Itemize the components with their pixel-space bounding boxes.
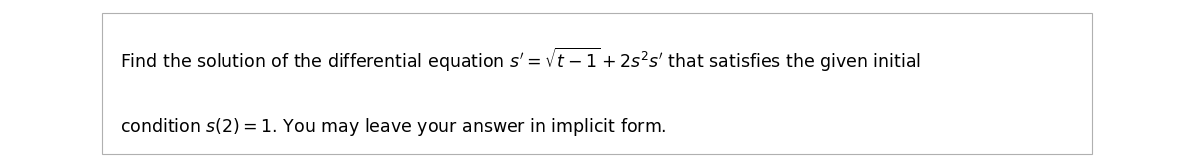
Text: Find the solution of the differential equation $s' = \sqrt{t-1} + 2s^2s'$ that s: Find the solution of the differential eq… [120,46,920,74]
Text: condition $s(2) = 1$. You may leave your answer in implicit form.: condition $s(2) = 1$. You may leave your… [120,116,666,138]
FancyBboxPatch shape [102,13,1092,154]
